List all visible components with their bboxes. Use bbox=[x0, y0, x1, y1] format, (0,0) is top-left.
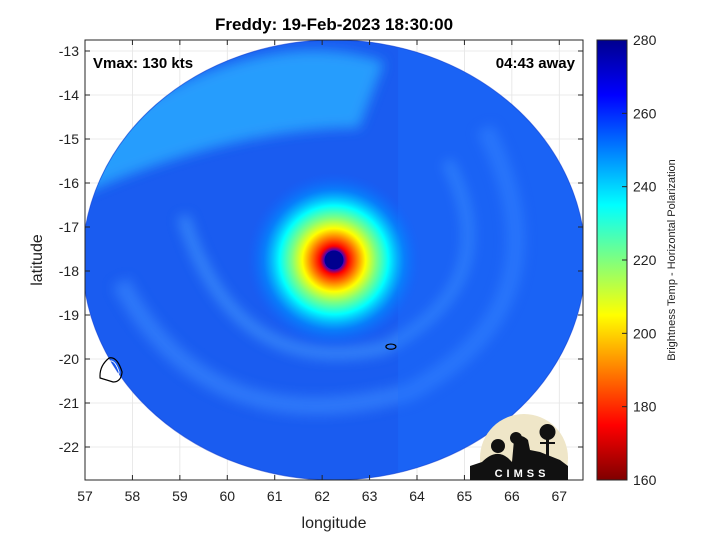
y-tick-label: -14 bbox=[59, 87, 79, 103]
logo-text: CIMSS bbox=[495, 468, 550, 480]
vmax-annotation: Vmax: 130 kts bbox=[93, 55, 193, 72]
colorbar-tick-label: 220 bbox=[633, 252, 657, 268]
colorbar-tick-label: 200 bbox=[633, 325, 657, 341]
y-tick-label: -18 bbox=[59, 263, 79, 279]
spiral-band-inner bbox=[177, 158, 474, 360]
y-tick-label: -21 bbox=[59, 395, 79, 411]
x-tick-label: 60 bbox=[219, 488, 235, 504]
swath-image bbox=[85, 40, 583, 480]
x-axis-label: longitude bbox=[302, 515, 367, 532]
colorbar-tick-label: 280 bbox=[633, 32, 657, 48]
x-axis-ticks: 57 58 59 60 61 62 63 64 65 66 67 bbox=[77, 40, 567, 504]
y-tick-label: -17 bbox=[59, 219, 79, 235]
x-tick-label: 58 bbox=[125, 488, 141, 504]
time-away-annotation: 04:43 away bbox=[496, 55, 576, 72]
x-tick-label: 64 bbox=[409, 488, 425, 504]
axes-frame bbox=[84, 39, 584, 481]
y-tick-label: -13 bbox=[59, 43, 79, 59]
coastline-island-west-inner bbox=[102, 360, 120, 380]
cold-band-northwest bbox=[85, 50, 385, 194]
colorbar-tick-label: 180 bbox=[633, 399, 657, 415]
colorbar-tick-label: 260 bbox=[633, 105, 657, 121]
coastline-island-west bbox=[99, 357, 123, 383]
y-axis-ticks: -13 -14 -15 -16 -17 -18 -19 -20 -21 -22 bbox=[59, 43, 583, 455]
logo-silhouette bbox=[470, 424, 568, 480]
x-tick-label: 62 bbox=[314, 488, 330, 504]
y-tick-label: -16 bbox=[59, 175, 79, 191]
y-tick-label: -15 bbox=[59, 131, 79, 147]
eye bbox=[324, 250, 344, 270]
y-axis-label: latitude bbox=[29, 234, 46, 286]
x-tick-label: 63 bbox=[362, 488, 378, 504]
cimss-logo: CIMSS bbox=[470, 414, 568, 480]
x-tick-label: 67 bbox=[551, 488, 567, 504]
x-tick-label: 66 bbox=[504, 488, 520, 504]
y-tick-label: -19 bbox=[59, 307, 79, 323]
coastline-island-small bbox=[385, 343, 397, 350]
spiral-band-outer bbox=[112, 123, 525, 415]
x-tick-label: 65 bbox=[457, 488, 473, 504]
x-tick-label: 57 bbox=[77, 488, 93, 504]
colorbar-tick-label: 160 bbox=[633, 472, 657, 488]
y-tick-label: -20 bbox=[59, 351, 79, 367]
colorbar-ticks: 160 180 200 220 240 260 280 bbox=[622, 32, 657, 488]
y-tick-label: -22 bbox=[59, 439, 79, 455]
chart-title: Freddy: 19-Feb-2023 18:30:00 bbox=[215, 15, 453, 34]
colorbar-label: Brightness Temp - Horizontal Polarizatio… bbox=[666, 159, 678, 361]
colorbar-tick-label: 240 bbox=[633, 179, 657, 195]
x-tick-label: 59 bbox=[172, 488, 188, 504]
x-tick-label: 61 bbox=[267, 488, 283, 504]
